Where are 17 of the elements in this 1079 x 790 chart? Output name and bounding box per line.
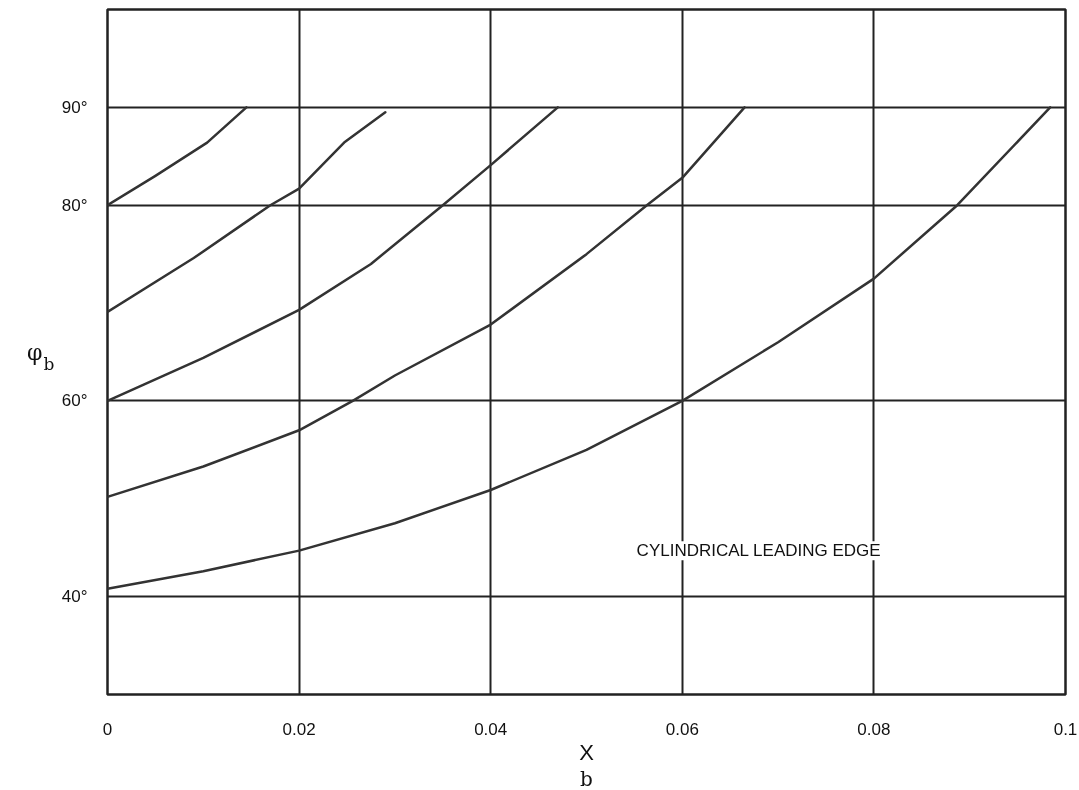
x-axis-title: Xb [579, 739, 595, 790]
line-series [107, 106, 1052, 591]
line-series [107, 106, 746, 499]
y-tick-label: 80° [61, 195, 88, 215]
x-tick-label: 0.04 [474, 719, 508, 739]
y-tick-label: 90° [61, 97, 88, 117]
line-series [107, 111, 387, 314]
annotation: CYLINDRICAL LEADING EDGE [636, 541, 881, 561]
line-series [107, 106, 560, 403]
y-tick-label: 40° [61, 587, 88, 607]
line-series [107, 106, 248, 207]
x-tick-label: 0 [102, 719, 113, 739]
x-tick-label: 0.08 [857, 719, 891, 739]
x-tick-label: 0.1 [1053, 719, 1078, 739]
x-tick-label: 0.06 [665, 719, 699, 739]
x-tick-label: 0.02 [282, 719, 316, 739]
y-tick-label: 60° [61, 391, 88, 411]
